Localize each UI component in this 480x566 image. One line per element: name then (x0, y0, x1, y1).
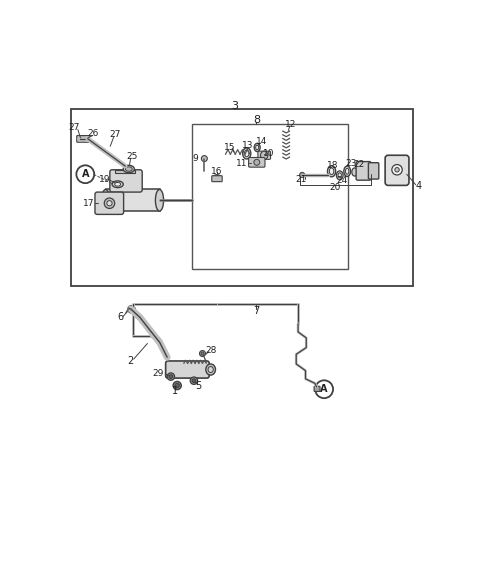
FancyBboxPatch shape (356, 161, 371, 180)
Ellipse shape (352, 168, 358, 176)
Bar (192, 124, 348, 269)
Text: 1: 1 (171, 387, 178, 396)
FancyBboxPatch shape (249, 157, 265, 167)
Circle shape (392, 165, 402, 175)
Circle shape (175, 383, 180, 388)
Ellipse shape (208, 367, 213, 372)
Text: 27: 27 (69, 123, 80, 132)
Ellipse shape (135, 314, 141, 319)
Text: 24: 24 (336, 175, 348, 185)
Ellipse shape (104, 198, 115, 208)
Text: 21: 21 (295, 175, 307, 185)
Text: 23: 23 (346, 159, 357, 168)
Text: 20: 20 (330, 183, 341, 192)
FancyBboxPatch shape (95, 192, 124, 215)
Bar (106, 190, 159, 211)
FancyBboxPatch shape (258, 151, 271, 160)
FancyBboxPatch shape (110, 170, 142, 192)
Text: A: A (320, 384, 328, 395)
Ellipse shape (254, 143, 260, 152)
Text: 15: 15 (224, 143, 235, 152)
Text: 5: 5 (195, 380, 202, 391)
FancyBboxPatch shape (368, 162, 379, 179)
Ellipse shape (346, 168, 349, 174)
Circle shape (190, 377, 198, 384)
Ellipse shape (136, 315, 140, 318)
Text: 27: 27 (109, 130, 121, 139)
Ellipse shape (112, 181, 123, 187)
Circle shape (76, 165, 94, 183)
Bar (71, 109, 413, 286)
Circle shape (254, 160, 260, 165)
Text: 22: 22 (353, 160, 364, 169)
Text: 14: 14 (256, 137, 267, 146)
Text: 8: 8 (253, 115, 260, 125)
Ellipse shape (261, 151, 268, 160)
Circle shape (167, 373, 175, 380)
Text: 12: 12 (285, 120, 296, 129)
FancyBboxPatch shape (77, 135, 89, 142)
Circle shape (395, 168, 399, 172)
Text: 19: 19 (99, 174, 110, 183)
Text: A: A (82, 169, 89, 179)
FancyBboxPatch shape (385, 155, 409, 186)
Ellipse shape (329, 168, 334, 174)
Circle shape (300, 173, 305, 178)
Ellipse shape (123, 165, 134, 173)
Text: 18: 18 (326, 161, 338, 170)
FancyBboxPatch shape (314, 386, 320, 392)
Text: 9: 9 (192, 154, 198, 163)
Ellipse shape (125, 167, 132, 171)
Circle shape (173, 381, 181, 389)
Ellipse shape (156, 338, 162, 344)
Ellipse shape (256, 145, 259, 149)
Circle shape (192, 379, 196, 383)
Ellipse shape (156, 190, 164, 211)
Circle shape (128, 306, 135, 313)
Text: 17: 17 (83, 199, 95, 208)
Circle shape (315, 380, 333, 398)
Circle shape (201, 352, 204, 355)
Text: 29: 29 (152, 369, 163, 378)
Text: 4: 4 (415, 181, 421, 191)
Ellipse shape (243, 148, 251, 159)
Ellipse shape (101, 190, 109, 211)
Text: 3: 3 (231, 101, 239, 111)
Ellipse shape (327, 166, 336, 177)
Ellipse shape (107, 200, 112, 206)
Circle shape (169, 375, 173, 379)
Ellipse shape (338, 173, 341, 178)
Text: 7: 7 (253, 306, 260, 316)
Ellipse shape (344, 166, 350, 177)
Ellipse shape (206, 364, 216, 375)
FancyBboxPatch shape (166, 361, 209, 378)
Text: 13: 13 (242, 142, 253, 151)
Circle shape (200, 350, 205, 357)
Text: 16: 16 (211, 167, 222, 176)
Text: 28: 28 (205, 346, 216, 355)
Text: 6: 6 (118, 312, 124, 323)
Text: 26: 26 (87, 129, 98, 138)
Ellipse shape (336, 171, 343, 180)
FancyBboxPatch shape (212, 175, 222, 182)
Bar (115, 170, 135, 173)
Ellipse shape (115, 182, 120, 186)
Text: 10: 10 (263, 148, 274, 157)
Ellipse shape (213, 174, 221, 181)
Ellipse shape (80, 136, 86, 142)
Text: 11: 11 (236, 158, 248, 168)
Text: 25: 25 (126, 152, 137, 161)
Ellipse shape (157, 340, 160, 342)
Text: 2: 2 (127, 356, 133, 366)
Circle shape (202, 156, 207, 161)
Ellipse shape (244, 150, 249, 157)
